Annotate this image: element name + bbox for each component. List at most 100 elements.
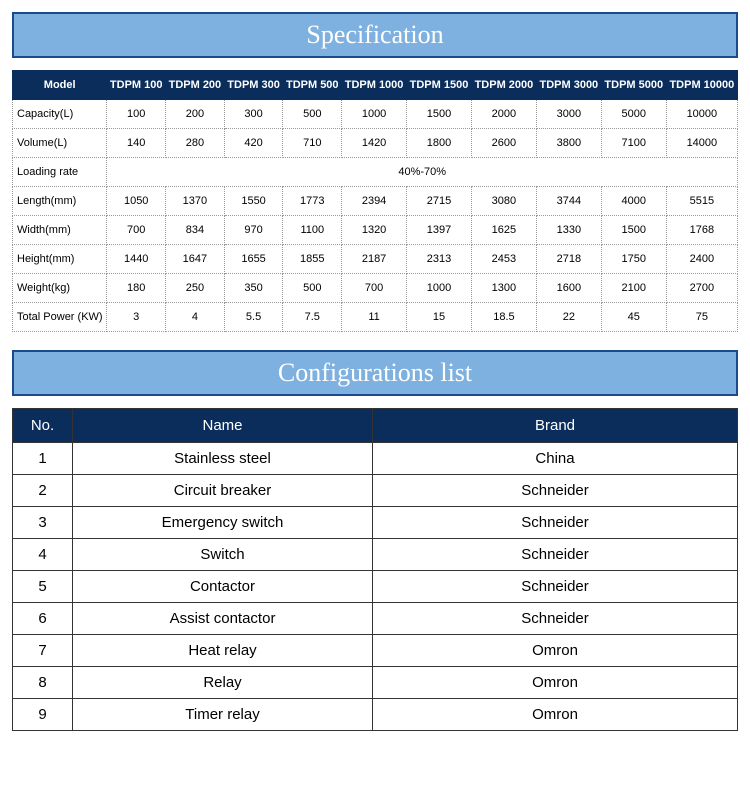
spec-row-label: Volume(L) xyxy=(13,129,107,158)
spec-cell: 2453 xyxy=(471,245,536,274)
spec-cell: 2718 xyxy=(536,245,601,274)
spec-cell: 1440 xyxy=(107,245,166,274)
table-row: 9Timer relayOmron xyxy=(13,699,738,731)
config-cell-no: 6 xyxy=(13,603,73,635)
config-cell-brand: Omron xyxy=(373,699,738,731)
config-cell-no: 8 xyxy=(13,667,73,699)
spec-cell: 1370 xyxy=(166,187,225,216)
spec-cell: 700 xyxy=(342,274,407,303)
table-row: Width(mm)7008349701100132013971625133015… xyxy=(13,216,738,245)
spec-cell: 710 xyxy=(283,129,342,158)
config-cell-name: Circuit breaker xyxy=(73,475,373,507)
spec-cell: 500 xyxy=(283,100,342,129)
spec-cell: 7100 xyxy=(601,129,666,158)
spec-col-model-4: TDPM 500 xyxy=(283,71,342,100)
spec-cell: 1855 xyxy=(283,245,342,274)
spec-cell: 3000 xyxy=(536,100,601,129)
spec-cell: 1000 xyxy=(342,100,407,129)
spec-col-model-5: TDPM 1000 xyxy=(342,71,407,100)
spec-cell: 420 xyxy=(224,129,283,158)
spec-cell: 2100 xyxy=(601,274,666,303)
spec-cell: 180 xyxy=(107,274,166,303)
table-row: Capacity(L)10020030050010001500200030005… xyxy=(13,100,738,129)
spec-section-header: Specification xyxy=(12,12,738,58)
spec-cell: 15 xyxy=(407,303,472,332)
table-row: Total Power (KW)345.57.5111518.5224575 xyxy=(13,303,738,332)
spec-col-model-9: TDPM 5000 xyxy=(601,71,666,100)
spec-cell: 10000 xyxy=(666,100,737,129)
table-row: Length(mm)105013701550177323942715308037… xyxy=(13,187,738,216)
config-cell-brand: Schneider xyxy=(373,539,738,571)
spec-cell: 45 xyxy=(601,303,666,332)
config-cell-name: Assist contactor xyxy=(73,603,373,635)
spec-cell: 2600 xyxy=(471,129,536,158)
config-cell-brand: Omron xyxy=(373,635,738,667)
spec-cell: 3080 xyxy=(471,187,536,216)
table-row: 8RelayOmron xyxy=(13,667,738,699)
spec-col-model-10: TDPM 10000 xyxy=(666,71,737,100)
config-cell-no: 2 xyxy=(13,475,73,507)
spec-cell: 1320 xyxy=(342,216,407,245)
config-cell-no: 9 xyxy=(13,699,73,731)
spec-cell: 5515 xyxy=(666,187,737,216)
table-row: Weight(kg)180250350500700100013001600210… xyxy=(13,274,738,303)
config-cell-name: Relay xyxy=(73,667,373,699)
spec-row-label: Capacity(L) xyxy=(13,100,107,129)
spec-cell: 1625 xyxy=(471,216,536,245)
spec-cell: 2187 xyxy=(342,245,407,274)
spec-cell: 1600 xyxy=(536,274,601,303)
spec-cell: 1330 xyxy=(536,216,601,245)
spec-cell: 1773 xyxy=(283,187,342,216)
spec-cell: 1397 xyxy=(407,216,472,245)
spec-cell: 2715 xyxy=(407,187,472,216)
spec-cell: 1300 xyxy=(471,274,536,303)
table-row: Height(mm)144016471655185521872313245327… xyxy=(13,245,738,274)
spec-cell: 75 xyxy=(666,303,737,332)
spec-cell: 7.5 xyxy=(283,303,342,332)
spec-col-model-6: TDPM 1500 xyxy=(407,71,472,100)
spec-cell: 1000 xyxy=(407,274,472,303)
spec-cell: 4 xyxy=(166,303,225,332)
config-section-header: Configurations list xyxy=(12,350,738,396)
spec-table: ModelTDPM 100TDPM 200TDPM 300TDPM 500TDP… xyxy=(12,70,738,332)
config-cell-name: Timer relay xyxy=(73,699,373,731)
spec-row-label: Length(mm) xyxy=(13,187,107,216)
spec-cell: 18.5 xyxy=(471,303,536,332)
spec-col-model: Model xyxy=(13,71,107,100)
spec-cell: 1420 xyxy=(342,129,407,158)
table-row: 4SwitchSchneider xyxy=(13,539,738,571)
spec-cell: 1500 xyxy=(601,216,666,245)
spec-cell: 5.5 xyxy=(224,303,283,332)
spec-cell: 834 xyxy=(166,216,225,245)
spec-cell: 280 xyxy=(166,129,225,158)
spec-cell: 970 xyxy=(224,216,283,245)
table-row: 5ContactorSchneider xyxy=(13,571,738,603)
spec-cell: 250 xyxy=(166,274,225,303)
spec-col-model-8: TDPM 3000 xyxy=(536,71,601,100)
config-cell-no: 3 xyxy=(13,507,73,539)
table-row: 2Circuit breakerSchneider xyxy=(13,475,738,507)
spec-cell: 700 xyxy=(107,216,166,245)
config-cell-name: Emergency switch xyxy=(73,507,373,539)
spec-merged-cell: 40%-70% xyxy=(107,158,738,187)
spec-cell: 5000 xyxy=(601,100,666,129)
spec-section-title: Specification xyxy=(306,20,443,49)
table-row: Volume(L)1402804207101420180026003800710… xyxy=(13,129,738,158)
spec-cell: 1655 xyxy=(224,245,283,274)
config-table-header-row: No. Name Brand xyxy=(13,409,738,443)
spec-cell: 2313 xyxy=(407,245,472,274)
spec-row-label: Weight(kg) xyxy=(13,274,107,303)
spec-cell: 2394 xyxy=(342,187,407,216)
spec-col-model-2: TDPM 200 xyxy=(166,71,225,100)
spec-cell: 4000 xyxy=(601,187,666,216)
spec-cell: 1050 xyxy=(107,187,166,216)
spec-cell: 3 xyxy=(107,303,166,332)
config-cell-no: 1 xyxy=(13,443,73,475)
spec-cell: 1768 xyxy=(666,216,737,245)
spec-cell: 3744 xyxy=(536,187,601,216)
config-cell-brand: Omron xyxy=(373,667,738,699)
spec-row-label: Loading rate xyxy=(13,158,107,187)
spec-cell: 100 xyxy=(107,100,166,129)
spec-cell: 200 xyxy=(166,100,225,129)
spec-cell: 2700 xyxy=(666,274,737,303)
